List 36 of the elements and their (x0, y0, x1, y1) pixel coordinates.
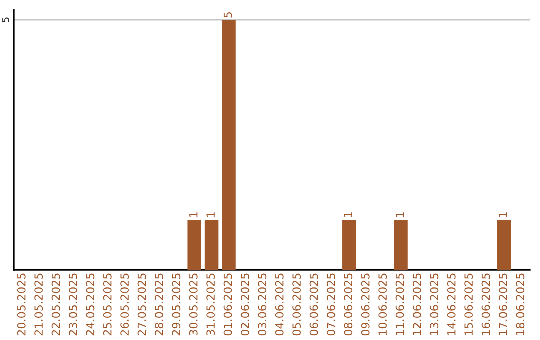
data-label: 1 (344, 212, 352, 218)
data-label: 1 (190, 212, 198, 218)
x-tick-label: 25.05.2025 (103, 274, 112, 336)
x-tick-label: 05.06.2025 (292, 274, 302, 336)
x-tick-label: 28.05.2025 (155, 274, 164, 336)
x-tick-label: 11.06.2025 (396, 274, 404, 336)
x-tick-label: 07.06.2025 (327, 274, 336, 336)
x-tick-label: 06.06.2025 (310, 274, 318, 336)
x-tick-label: 30.05.2025 (189, 274, 198, 336)
data-label: 1 (206, 212, 215, 218)
data-label: 1 (396, 212, 404, 218)
x-tick-label: 21.05.2025 (34, 274, 44, 336)
x-tick-label: 29.05.2025 (172, 274, 181, 336)
x-tick-label: 26.05.2025 (120, 274, 130, 336)
x-tick-label: 31.05.2025 (206, 274, 216, 336)
x-tick-label: 15.06.2025 (464, 274, 474, 336)
x-tick-label: 03.06.2025 (258, 274, 267, 336)
x-tick-label: 01.06.2025 (224, 274, 232, 336)
x-tick-label: 23.05.2025 (69, 274, 78, 336)
x-tick-label: 18.06.2025 (516, 274, 525, 336)
data-label: 1 (499, 212, 508, 218)
x-tick-label: 16.06.2025 (482, 274, 490, 336)
x-tick-label: 02.06.2025 (241, 274, 250, 336)
x-tick-label: 10.06.2025 (378, 274, 388, 336)
x-tick-label: 22.05.2025 (52, 274, 60, 336)
x-tick-label: 27.05.2025 (138, 274, 146, 336)
data-label: 5 (224, 12, 232, 18)
x-tick-label: 20.05.2025 (17, 274, 26, 336)
x-tick-label: 08.06.2025 (344, 274, 353, 336)
x-tick-label: 24.05.2025 (86, 274, 95, 336)
x-tick-label: 13.06.2025 (430, 274, 439, 336)
x-tick-label: 04.06.2025 (275, 274, 284, 336)
x-tick-label: 14.06.2025 (447, 274, 456, 336)
x-tick-label: 12.06.2025 (413, 274, 422, 336)
x-tick-label: 17.06.2025 (499, 274, 508, 336)
x-tick-label: 09.06.2025 (361, 274, 370, 336)
